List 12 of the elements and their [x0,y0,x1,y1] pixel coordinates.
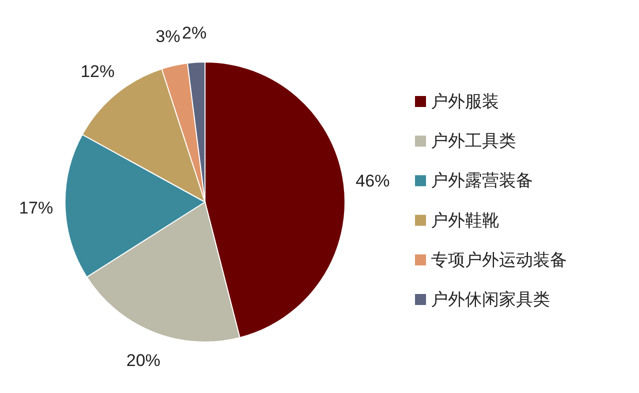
legend-label: 专项户外运动装备 [431,250,567,270]
data-label: 12% [80,62,115,82]
data-label: 46% [356,172,390,191]
legend-label: 户外鞋靴 [431,210,499,230]
legend-label: 户外休闲家具类 [431,290,550,309]
data-label: 20% [126,351,160,370]
legend-label: 户外服装 [431,92,499,111]
data-label: 17% [19,198,54,218]
legend-label: 户外露营装备 [431,171,533,190]
legend-label: 户外工具类 [431,132,516,151]
data-label: 3% [156,27,180,46]
data-label: 2% [182,23,207,42]
